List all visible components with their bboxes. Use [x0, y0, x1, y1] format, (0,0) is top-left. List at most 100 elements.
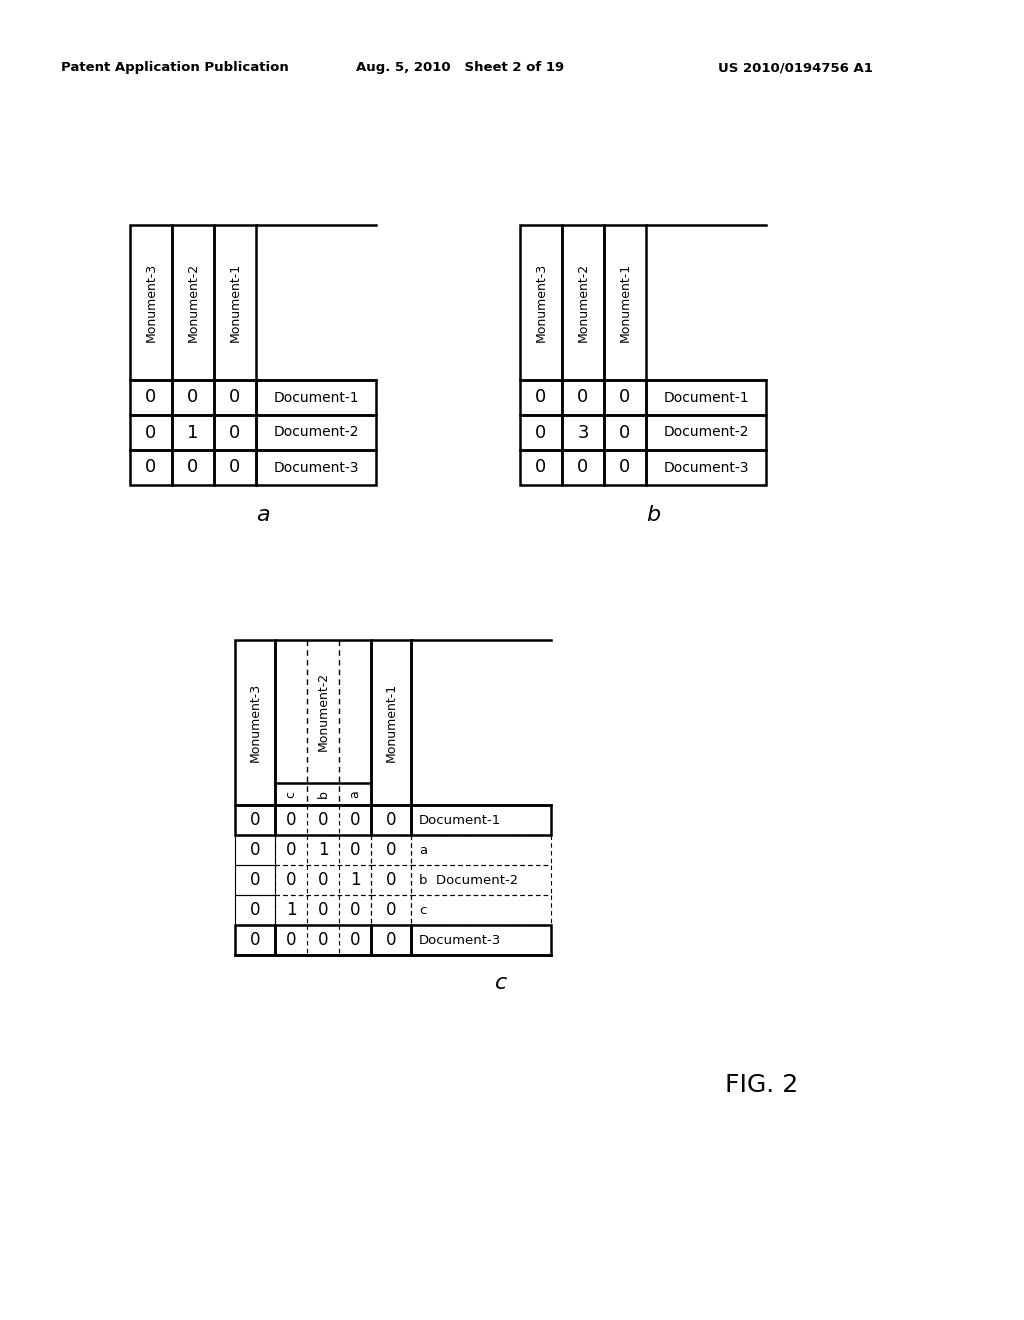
- Text: Monument-2: Monument-2: [577, 263, 590, 342]
- Text: 0: 0: [229, 458, 241, 477]
- Bar: [234, 640, 275, 805]
- Text: Monument-3: Monument-3: [535, 263, 548, 342]
- Bar: [275, 925, 371, 954]
- Text: Monument-3: Monument-3: [249, 682, 261, 762]
- Text: Document-2: Document-2: [273, 425, 358, 440]
- Text: 0: 0: [286, 810, 296, 829]
- Text: 0: 0: [317, 931, 329, 949]
- Bar: [411, 925, 551, 954]
- Bar: [604, 380, 646, 414]
- Text: 0: 0: [317, 871, 329, 888]
- Text: Document-3: Document-3: [419, 933, 502, 946]
- Text: c: c: [495, 973, 507, 993]
- Text: 0: 0: [386, 931, 396, 949]
- Bar: [562, 450, 604, 484]
- Bar: [562, 224, 604, 380]
- Bar: [520, 450, 562, 484]
- Bar: [520, 414, 562, 450]
- Text: 0: 0: [317, 810, 329, 829]
- Text: Monument-1: Monument-1: [228, 263, 242, 342]
- Bar: [234, 805, 275, 836]
- Text: 0: 0: [620, 458, 631, 477]
- Bar: [604, 414, 646, 450]
- Bar: [520, 224, 562, 380]
- Text: 0: 0: [350, 810, 360, 829]
- Bar: [214, 414, 256, 450]
- Text: 0: 0: [620, 424, 631, 441]
- Text: 0: 0: [386, 902, 396, 919]
- Text: 0: 0: [250, 810, 260, 829]
- Text: 0: 0: [250, 871, 260, 888]
- Text: 3: 3: [578, 424, 589, 441]
- Text: a: a: [256, 506, 269, 525]
- Text: 0: 0: [250, 931, 260, 949]
- Text: Monument-2: Monument-2: [186, 263, 200, 342]
- Text: 0: 0: [317, 902, 329, 919]
- Text: 0: 0: [250, 841, 260, 859]
- Text: 1: 1: [317, 841, 329, 859]
- Text: Monument-1: Monument-1: [384, 682, 397, 762]
- Bar: [234, 865, 275, 895]
- Text: 0: 0: [536, 458, 547, 477]
- Bar: [172, 450, 214, 484]
- Bar: [256, 380, 376, 414]
- Bar: [411, 805, 551, 836]
- Text: 0: 0: [229, 388, 241, 407]
- Text: Document-1: Document-1: [273, 391, 358, 404]
- Text: Document-3: Document-3: [664, 461, 749, 474]
- Text: Document-1: Document-1: [419, 813, 502, 826]
- Text: 0: 0: [578, 388, 589, 407]
- Text: Monument-3: Monument-3: [144, 263, 158, 342]
- Bar: [234, 925, 275, 954]
- Bar: [520, 380, 562, 414]
- Text: 0: 0: [536, 424, 547, 441]
- Text: 0: 0: [187, 388, 199, 407]
- Text: Document-2: Document-2: [664, 425, 749, 440]
- Bar: [275, 640, 371, 805]
- Bar: [275, 805, 371, 836]
- Text: b: b: [316, 791, 330, 797]
- Text: 0: 0: [536, 388, 547, 407]
- Bar: [646, 414, 766, 450]
- Text: Monument-1: Monument-1: [618, 263, 632, 342]
- Text: FIG. 2: FIG. 2: [725, 1073, 799, 1097]
- Text: 0: 0: [229, 424, 241, 441]
- Text: 0: 0: [578, 458, 589, 477]
- Bar: [130, 450, 172, 484]
- Bar: [646, 380, 766, 414]
- Text: 0: 0: [145, 458, 157, 477]
- Text: a: a: [348, 791, 361, 797]
- Text: 0: 0: [250, 902, 260, 919]
- Bar: [172, 224, 214, 380]
- Text: 0: 0: [350, 931, 360, 949]
- Text: 1: 1: [187, 424, 199, 441]
- Text: 0: 0: [386, 871, 396, 888]
- Text: b: b: [646, 506, 660, 525]
- Bar: [214, 224, 256, 380]
- Bar: [214, 450, 256, 484]
- Text: 0: 0: [350, 902, 360, 919]
- Bar: [604, 450, 646, 484]
- Bar: [130, 224, 172, 380]
- Text: 0: 0: [286, 871, 296, 888]
- Text: 1: 1: [286, 902, 296, 919]
- Bar: [130, 380, 172, 414]
- Text: 0: 0: [145, 424, 157, 441]
- Text: a: a: [419, 843, 427, 857]
- Bar: [371, 925, 411, 954]
- Text: Document-3: Document-3: [273, 461, 358, 474]
- Bar: [172, 380, 214, 414]
- Text: 0: 0: [386, 810, 396, 829]
- Bar: [562, 380, 604, 414]
- Bar: [256, 414, 376, 450]
- Text: 0: 0: [386, 841, 396, 859]
- Text: 0: 0: [187, 458, 199, 477]
- Text: Aug. 5, 2010   Sheet 2 of 19: Aug. 5, 2010 Sheet 2 of 19: [356, 62, 564, 74]
- Text: 0: 0: [286, 931, 296, 949]
- Bar: [130, 414, 172, 450]
- Text: US 2010/0194756 A1: US 2010/0194756 A1: [718, 62, 872, 74]
- Bar: [604, 224, 646, 380]
- Text: 0: 0: [145, 388, 157, 407]
- Text: 0: 0: [286, 841, 296, 859]
- Text: Monument-2: Monument-2: [316, 672, 330, 751]
